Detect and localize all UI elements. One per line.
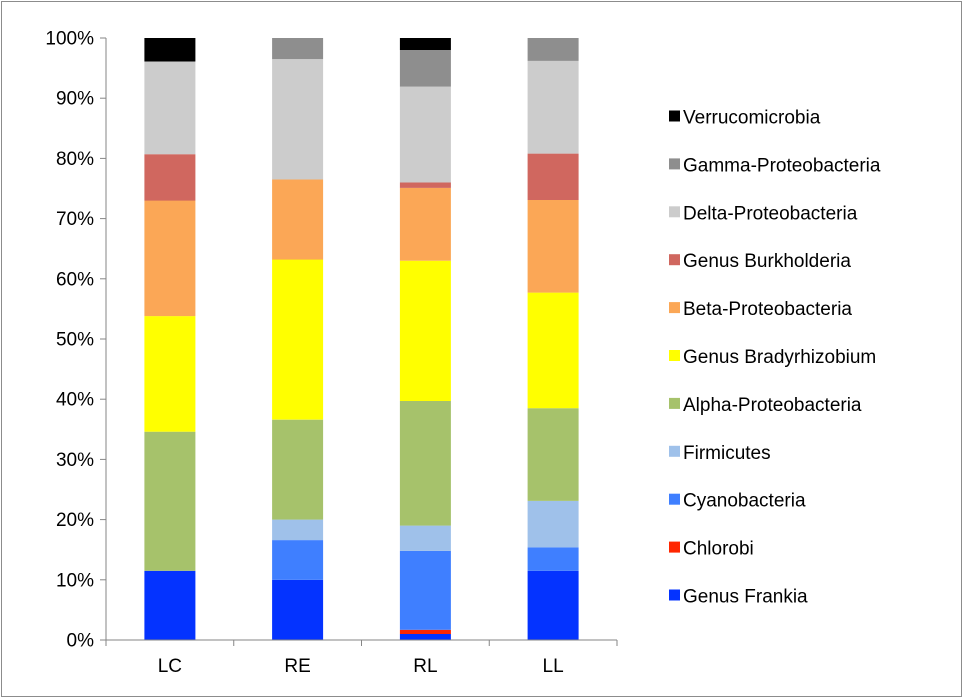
legend-entry-label: Alpha-Proteobacteria <box>683 395 862 416</box>
legend-entry-label: Genus Frankia <box>683 587 808 608</box>
bar-segment-re-9 <box>272 38 324 60</box>
bar-segment-ll-0 <box>527 570 579 640</box>
y-tick-label: 90% <box>56 89 94 110</box>
bar-segment-re-2 <box>272 540 324 580</box>
bar-segment-ll-4 <box>527 408 579 501</box>
y-tick-label: 30% <box>56 450 94 471</box>
bar-segment-rl-7 <box>399 182 451 188</box>
legend-entry-label: Cyanobacteria <box>683 491 806 512</box>
bar-segment-ll-6 <box>527 199 579 293</box>
legend: Verrucomicrobia Gamma-Proteobacteria Delta… <box>669 108 881 608</box>
bar-segment-rl-5 <box>399 260 451 401</box>
y-tick-label: 80% <box>56 149 94 170</box>
bar-segment-ll-8 <box>527 60 579 154</box>
legend-entry-label: Genus Bradyrhizobium <box>683 347 876 368</box>
legend-entry-label: Genus Burkholderia <box>683 251 851 272</box>
bar-segment-ll-5 <box>527 292 579 409</box>
bar-segment-rl-0 <box>399 634 451 640</box>
legend-swatch <box>669 589 680 601</box>
bar-segment-lc-0 <box>144 570 196 640</box>
legend-entry-label: Delta-Proteobacteria <box>683 203 858 224</box>
bar-segment-lc-4 <box>144 431 196 571</box>
bar-segment-ll-9 <box>527 38 579 61</box>
bar-segment-lc-5 <box>144 316 196 432</box>
y-tick-label: 70% <box>56 209 94 230</box>
legend-swatch <box>669 206 680 218</box>
bar-segment-re-8 <box>272 59 324 180</box>
x-tick-label: RL <box>413 656 437 677</box>
axes-group: 0% 10% 20% 30% 40% 50% 60% 70% 80% 90% 100% LC RE RL L… <box>45 29 618 677</box>
legend-swatch <box>669 541 680 553</box>
y-tick-label: 10% <box>56 570 94 591</box>
y-tick-label: 0% <box>67 631 95 652</box>
bar-segment-lc-10 <box>144 38 196 62</box>
bar-segment-lc-8 <box>144 61 196 155</box>
bar-segment-re-3 <box>272 519 324 541</box>
legend-swatch <box>669 350 680 361</box>
bar-segment-rl-8 <box>399 86 451 183</box>
y-tick-label: 60% <box>56 269 94 290</box>
bar-segment-rl-6 <box>399 187 451 261</box>
bar-segment-re-6 <box>272 179 324 260</box>
x-tick-label: LL <box>543 656 564 677</box>
legend-entry-label: Gamma-Proteobacteria <box>683 155 881 176</box>
legend-entry-label: Chlorobi <box>683 539 754 560</box>
legend-entry-label: Verrucomicrobia <box>683 108 821 129</box>
bar-segment-rl-10 <box>399 38 451 50</box>
y-tick-label: 50% <box>56 330 94 351</box>
bar-segment-re-0 <box>272 579 324 640</box>
bar-segment-ll-2 <box>527 547 579 571</box>
legend-swatch <box>669 302 680 314</box>
legend-swatch <box>669 254 680 266</box>
legend-swatch <box>669 110 680 122</box>
bar-segment-lc-6 <box>144 200 196 317</box>
bar-segment-rl-9 <box>399 50 451 87</box>
legend-swatch <box>669 493 680 505</box>
bar-segment-rl-3 <box>399 525 451 551</box>
legend-entry-label: Firmicutes <box>683 443 771 464</box>
legend-swatch <box>669 445 680 457</box>
bar-segment-rl-1 <box>399 629 451 634</box>
legend-entry-label: Beta-Proteobacteria <box>683 299 852 320</box>
bar-segment-re-5 <box>272 259 324 420</box>
y-tick-label: 20% <box>56 510 94 531</box>
bar-segment-rl-4 <box>399 401 451 526</box>
legend-swatch <box>669 397 680 409</box>
bar-segment-ll-3 <box>527 500 579 548</box>
legend-swatch <box>669 158 680 170</box>
x-tick-label: LC <box>158 656 182 677</box>
y-tick-label: 100% <box>45 29 94 50</box>
bar-segment-lc-7 <box>144 154 196 201</box>
y-tick-label: 40% <box>56 390 94 411</box>
bar-segment-ll-7 <box>527 153 579 200</box>
bars-group <box>144 38 579 640</box>
x-tick-label: RE <box>284 656 310 677</box>
bar-segment-rl-2 <box>399 550 451 630</box>
bar-segment-re-4 <box>272 419 324 520</box>
